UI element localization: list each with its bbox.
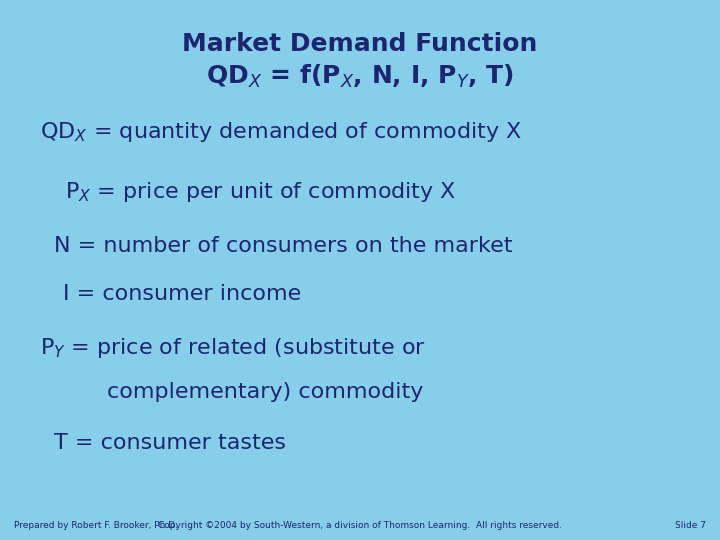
Text: P$_Y$ = price of related (substitute or: P$_Y$ = price of related (substitute or — [40, 336, 426, 360]
Text: Copyright ©2004 by South-Western, a division of Thomson Learning.  All rights re: Copyright ©2004 by South-Western, a divi… — [158, 521, 562, 530]
Text: complementary) commodity: complementary) commodity — [107, 381, 423, 402]
Text: Prepared by Robert F. Brooker, Ph.D.: Prepared by Robert F. Brooker, Ph.D. — [14, 521, 179, 530]
Text: I = consumer income: I = consumer income — [63, 284, 302, 305]
Text: N = number of consumers on the market: N = number of consumers on the market — [54, 235, 513, 256]
Text: Slide 7: Slide 7 — [675, 521, 706, 530]
Text: Market Demand Function: Market Demand Function — [182, 32, 538, 56]
Text: T = consumer tastes: T = consumer tastes — [54, 433, 286, 453]
Text: QD$_X$ = quantity demanded of commodity X: QD$_X$ = quantity demanded of commodity … — [40, 120, 522, 144]
Text: QD$_X$ = f(P$_X$, N, I, P$_Y$, T): QD$_X$ = f(P$_X$, N, I, P$_Y$, T) — [206, 63, 514, 90]
Text: P$_X$ = price per unit of commodity X: P$_X$ = price per unit of commodity X — [65, 180, 456, 204]
